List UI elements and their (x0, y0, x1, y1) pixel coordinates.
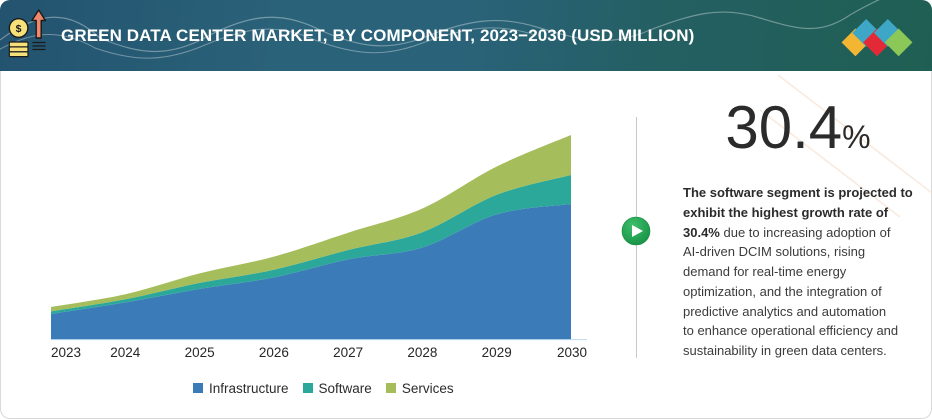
svg-text:2030: 2030 (557, 345, 587, 360)
svg-text:2029: 2029 (482, 345, 512, 360)
svg-text:2026: 2026 (259, 345, 289, 360)
svg-text:2025: 2025 (185, 345, 215, 360)
svg-text:$: $ (16, 23, 22, 35)
svg-text:2023: 2023 (51, 345, 81, 360)
svg-text:2028: 2028 (407, 345, 437, 360)
svg-text:2024: 2024 (110, 345, 141, 360)
svg-text:2027: 2027 (333, 345, 363, 360)
